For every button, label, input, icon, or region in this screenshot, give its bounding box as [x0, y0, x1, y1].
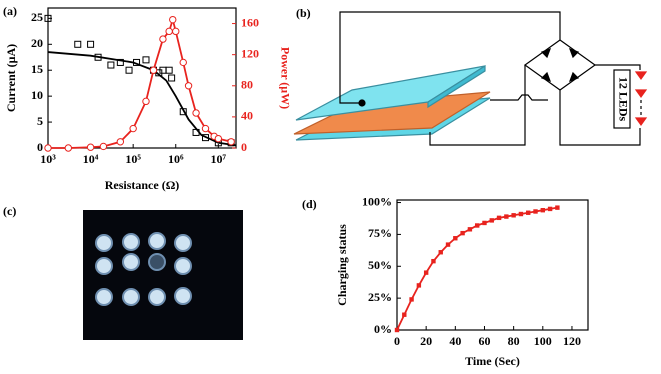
data-point	[518, 211, 524, 217]
data-point	[453, 236, 458, 241]
plot-frame	[396, 199, 589, 331]
data-point	[99, 142, 108, 151]
data-point	[540, 207, 546, 213]
data-point	[116, 58, 124, 66]
x-axis-label: Resistance (Ω)	[105, 178, 180, 192]
y-tick-label: 25	[31, 10, 43, 24]
data-point	[125, 66, 133, 74]
data-point	[64, 144, 73, 152]
data-point	[409, 297, 414, 302]
panel-label: (b)	[296, 6, 311, 20]
y-tick-label: 5	[37, 114, 43, 128]
y-axis-label: Charging status	[335, 224, 349, 306]
data-point	[533, 209, 538, 214]
data-point	[438, 250, 443, 255]
series-line	[47, 51, 237, 147]
circuit-diagram	[293, 11, 648, 146]
x-tick-label: 10⁷	[211, 152, 227, 166]
y-tick-label: 0%	[374, 322, 392, 336]
plot-frame	[47, 7, 237, 149]
data-point	[107, 61, 115, 69]
data-point	[555, 205, 560, 210]
led-photo	[83, 210, 243, 340]
y2-tick-label: 40	[241, 109, 253, 123]
data-point	[504, 214, 509, 219]
data-point	[445, 242, 451, 247]
x-axis-label: Time (Sec)	[465, 354, 520, 368]
data-point	[511, 213, 516, 218]
panel-label: (d)	[302, 197, 317, 211]
data-point	[165, 27, 173, 36]
data-point	[496, 215, 502, 221]
data-point	[474, 223, 480, 228]
x-tick-label: 10⁶	[168, 152, 184, 166]
data-point	[431, 258, 436, 264]
y2-tick-label: 80	[241, 78, 253, 92]
data-point	[142, 56, 150, 64]
x-tick-label: 40	[449, 334, 461, 348]
data-point	[87, 40, 95, 48]
y-tick-label: 10	[31, 88, 43, 102]
data-point	[142, 97, 150, 106]
y-tick-label: 0	[37, 140, 43, 154]
y-tick-label: 25%	[368, 290, 392, 304]
y2-axis-label: Power (μW)	[278, 47, 292, 109]
y-tick-label: 75%	[368, 226, 392, 240]
data-point	[168, 74, 176, 82]
data-point	[416, 283, 422, 288]
data-point	[129, 124, 137, 133]
data-point	[201, 124, 210, 133]
data-point	[86, 143, 95, 151]
data-point	[184, 82, 193, 90]
y-tick-label: 100%	[362, 194, 392, 208]
x-tick-label: 20	[420, 334, 432, 348]
x-tick-label: 10⁵	[125, 152, 141, 166]
panel-label: (c)	[3, 204, 16, 218]
data-point	[192, 109, 200, 117]
led-label: 12 LEDs	[616, 77, 630, 122]
data-point	[179, 58, 187, 67]
y2-tick-label: 0	[241, 140, 247, 154]
data-point	[44, 144, 52, 152]
data-point	[44, 14, 52, 22]
y2-tick-label: 120	[241, 46, 259, 60]
data-point	[394, 327, 400, 333]
data-point	[159, 35, 167, 43]
x-tick-label: 10⁴	[83, 152, 99, 166]
data-point	[169, 15, 177, 24]
x-tick-label: 10³	[40, 152, 56, 166]
y-tick-label: 15	[31, 62, 43, 76]
x-tick-label: 0	[394, 334, 400, 348]
data-point	[149, 66, 158, 74]
x-tick-label: 80	[508, 334, 520, 348]
data-point	[482, 220, 487, 226]
data-point	[402, 312, 407, 317]
data-point	[165, 66, 173, 74]
x-tick-label: 100	[534, 334, 552, 348]
data-point	[526, 210, 531, 215]
data-point	[214, 134, 223, 143]
y2-tick-label: 160	[241, 15, 259, 29]
data-point	[467, 227, 473, 232]
data-point	[116, 138, 125, 146]
panel-label: (a)	[3, 4, 17, 18]
y-tick-label: 50%	[368, 258, 392, 272]
x-tick-label: 60	[478, 334, 490, 348]
data-point	[74, 40, 82, 48]
data-point	[460, 230, 465, 236]
data-point	[489, 218, 494, 223]
y-axis-label: Current (μA)	[4, 44, 18, 112]
data-point	[172, 27, 180, 36]
x-tick-label: 120	[563, 334, 581, 348]
data-point	[423, 270, 429, 275]
y-tick-label: 20	[31, 36, 43, 50]
data-point	[547, 206, 553, 212]
data-point	[227, 138, 235, 146]
